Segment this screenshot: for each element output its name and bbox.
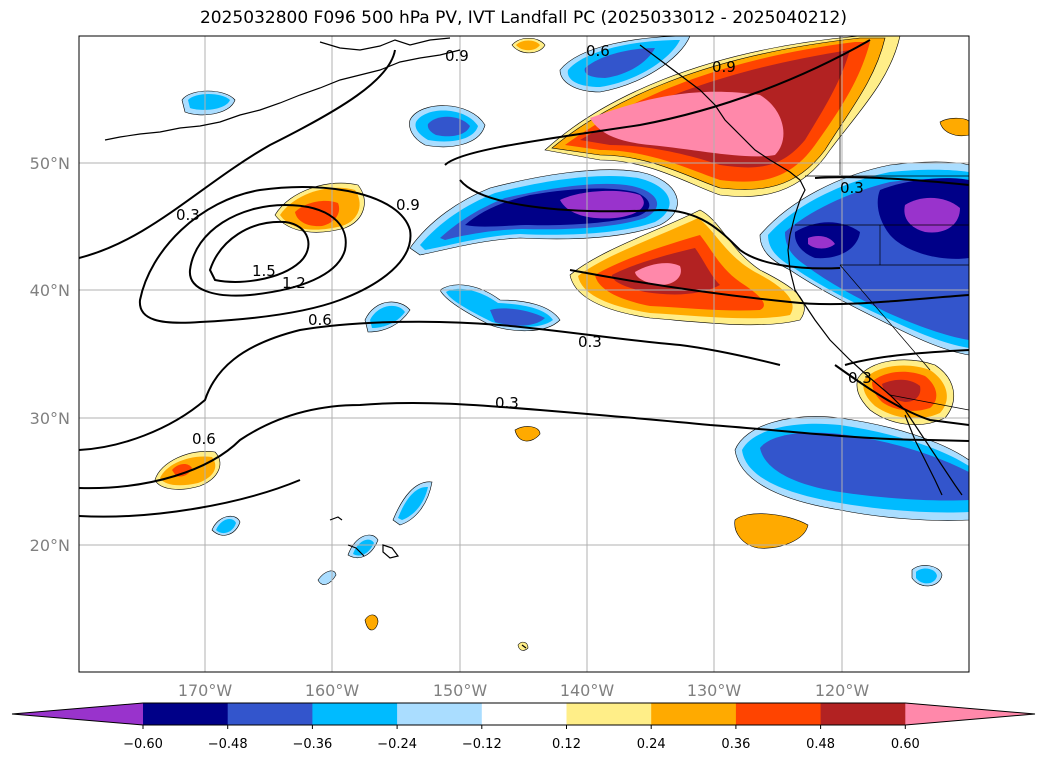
contour-label: 0.3 bbox=[176, 206, 200, 224]
lon-label: 160°W bbox=[305, 681, 360, 700]
colorbar-label: 0.12 bbox=[552, 737, 581, 752]
contour-label: 0.6 bbox=[308, 311, 332, 329]
colorbar-label: −0.48 bbox=[208, 737, 248, 752]
lat-label: 40°N bbox=[30, 281, 70, 300]
colorbar-segment bbox=[735, 703, 822, 725]
gridlines bbox=[79, 36, 969, 672]
contour-label: 0.3 bbox=[495, 394, 519, 412]
lon-label: 140°W bbox=[560, 681, 615, 700]
lat-label: 50°N bbox=[30, 154, 70, 173]
map-frame bbox=[78, 35, 970, 673]
contour-label: 1.5 bbox=[252, 262, 276, 280]
colorbar-label: 0.60 bbox=[891, 737, 920, 752]
ivt-shading bbox=[154, 36, 969, 651]
lon-label: 130°W bbox=[687, 681, 742, 700]
lon-label: 170°W bbox=[178, 681, 233, 700]
contour-label: 0.9 bbox=[396, 196, 420, 214]
colorbar-segment bbox=[651, 703, 737, 725]
colorbar-segment bbox=[397, 703, 483, 725]
colorbar-label: −0.60 bbox=[123, 737, 163, 752]
contour-label: 0.6 bbox=[192, 430, 216, 448]
latitude-labels: 50°N 40°N 30°N 20°N bbox=[30, 154, 70, 555]
contour-label: 0.6 bbox=[586, 42, 610, 60]
colorbar-segment bbox=[143, 703, 229, 725]
contour-label: 0.9 bbox=[445, 47, 469, 65]
pv-contours bbox=[79, 39, 969, 518]
colorbar-label: 0.24 bbox=[637, 737, 666, 752]
positive-patch bbox=[734, 513, 809, 549]
contour-label: 0.3 bbox=[578, 333, 602, 351]
colorbar: −0.60 −0.48 −0.36 −0.24 −0.12 0.12 0.24 0.36 0.4… bbox=[11, 702, 1036, 752]
coastlines bbox=[104, 37, 963, 649]
colorbar-label: −0.24 bbox=[377, 737, 417, 752]
colorbar-segment bbox=[481, 703, 567, 725]
colorbar-segment bbox=[312, 703, 398, 725]
contour-label: 0.3 bbox=[840, 179, 864, 197]
colorbar-label: −0.36 bbox=[292, 737, 332, 752]
colorbar-extend-low bbox=[12, 703, 143, 725]
colorbar-segment bbox=[566, 703, 652, 725]
contour-labels: 0.9 0.6 0.9 0.3 0.3 0.9 1.5 1.2 0.6 0.3 … bbox=[176, 42, 872, 448]
lon-label: 150°W bbox=[433, 681, 488, 700]
lon-label: 120°W bbox=[815, 681, 870, 700]
colorbar-extend-high bbox=[905, 703, 1035, 725]
contour-label: 0.9 bbox=[712, 58, 736, 76]
contour-label: 0.3 bbox=[848, 369, 872, 387]
map-panel: 0.9 0.6 0.9 0.3 0.3 0.9 1.5 1.2 0.6 0.3 … bbox=[79, 36, 969, 672]
colorbar-label: 0.36 bbox=[721, 737, 750, 752]
colorbar-segment bbox=[227, 703, 313, 725]
contour-label: 1.2 bbox=[282, 274, 306, 292]
colorbar-segment bbox=[820, 703, 906, 725]
map-title: 2025032800 F096 500 hPa PV, IVT Landfall… bbox=[199, 8, 847, 28]
borders bbox=[795, 36, 969, 411]
lat-label: 30°N bbox=[30, 409, 70, 428]
colorbar-label: 0.48 bbox=[806, 737, 835, 752]
lat-label: 20°N bbox=[30, 536, 70, 555]
colorbar-label: −0.12 bbox=[462, 737, 502, 752]
longitude-labels: 170°W 160°W 150°W 140°W 130°W 120°W bbox=[178, 681, 870, 700]
